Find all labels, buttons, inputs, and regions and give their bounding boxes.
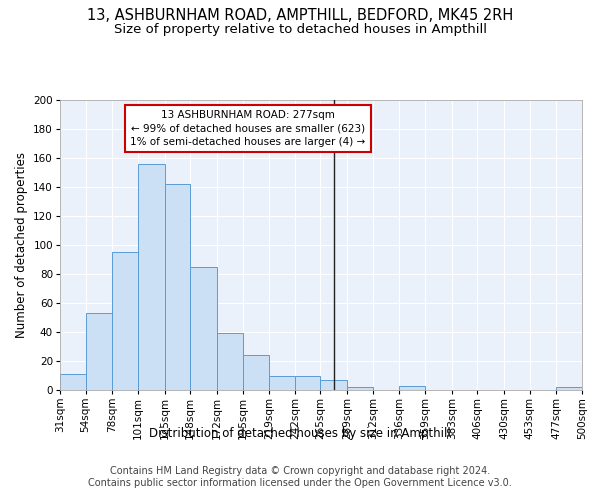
Bar (556, 387, 582, 390)
Bar (138, 164, 164, 390)
Bar (86, 313, 112, 390)
Y-axis label: Number of detached properties: Number of detached properties (15, 152, 28, 338)
Bar (400, 386, 425, 390)
Bar (190, 267, 217, 390)
Bar (269, 376, 295, 390)
Bar (320, 380, 347, 390)
Bar (295, 376, 320, 390)
Text: Size of property relative to detached houses in Ampthill: Size of property relative to detached ho… (113, 22, 487, 36)
Bar (347, 387, 373, 390)
Text: Contains HM Land Registry data © Crown copyright and database right 2024.
Contai: Contains HM Land Registry data © Crown c… (88, 466, 512, 487)
Bar (164, 184, 190, 390)
Text: Distribution of detached houses by size in Ampthill: Distribution of detached houses by size … (149, 428, 451, 440)
Bar (242, 355, 269, 390)
Bar (60, 374, 86, 390)
Text: 13, ASHBURNHAM ROAD, AMPTHILL, BEDFORD, MK45 2RH: 13, ASHBURNHAM ROAD, AMPTHILL, BEDFORD, … (87, 8, 513, 22)
Text: 13 ASHBURNHAM ROAD: 277sqm
← 99% of detached houses are smaller (623)
1% of semi: 13 ASHBURNHAM ROAD: 277sqm ← 99% of deta… (130, 110, 366, 146)
Bar (217, 334, 242, 390)
Bar (112, 252, 138, 390)
